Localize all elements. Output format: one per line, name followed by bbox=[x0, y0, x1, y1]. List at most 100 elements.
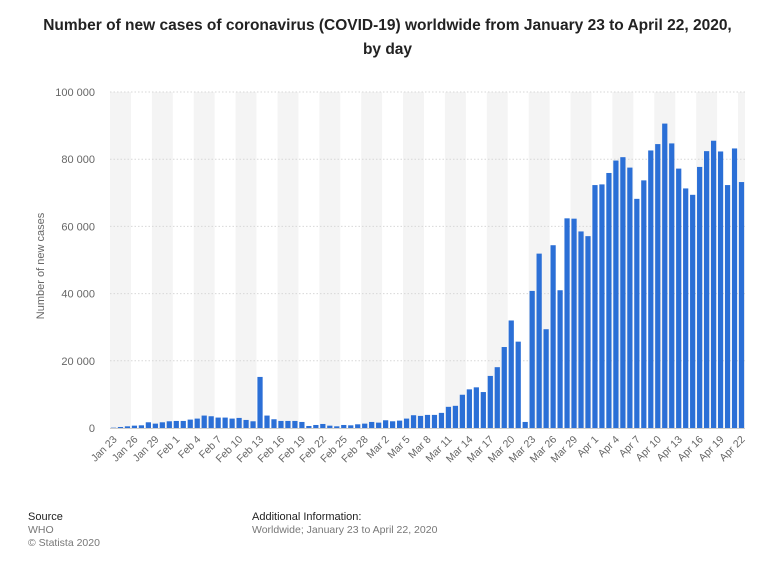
bar[interactable] bbox=[355, 424, 361, 428]
bar[interactable] bbox=[334, 426, 340, 428]
bar[interactable] bbox=[627, 167, 633, 428]
x-tick-label: Mar 2 bbox=[364, 434, 392, 462]
bar[interactable] bbox=[362, 423, 368, 428]
bar[interactable] bbox=[710, 140, 717, 428]
bar[interactable] bbox=[278, 420, 284, 428]
bar[interactable] bbox=[550, 245, 556, 428]
bar[interactable] bbox=[571, 218, 577, 428]
bar[interactable] bbox=[724, 185, 731, 428]
bar[interactable] bbox=[508, 320, 514, 428]
bar[interactable] bbox=[599, 184, 605, 428]
bar[interactable] bbox=[515, 341, 521, 428]
bar[interactable] bbox=[452, 405, 459, 428]
bar[interactable] bbox=[117, 426, 124, 428]
bar[interactable] bbox=[313, 424, 319, 428]
bar[interactable] bbox=[201, 415, 207, 428]
bar[interactable] bbox=[180, 420, 186, 428]
bar[interactable] bbox=[341, 424, 347, 428]
bar[interactable] bbox=[348, 425, 354, 428]
bar[interactable] bbox=[480, 392, 486, 428]
bar[interactable] bbox=[648, 150, 654, 428]
bar[interactable] bbox=[417, 415, 424, 428]
bar[interactable] bbox=[271, 419, 277, 428]
bar[interactable] bbox=[676, 168, 682, 429]
bar[interactable] bbox=[320, 423, 326, 428]
bar[interactable] bbox=[592, 185, 598, 428]
bar[interactable] bbox=[697, 166, 703, 428]
bar[interactable] bbox=[173, 420, 179, 428]
bar[interactable] bbox=[222, 417, 228, 428]
bar[interactable] bbox=[738, 182, 745, 428]
source-title: Source bbox=[28, 511, 63, 523]
bar[interactable] bbox=[229, 418, 235, 428]
bar[interactable] bbox=[543, 329, 549, 428]
bar[interactable] bbox=[683, 188, 689, 428]
bar[interactable] bbox=[445, 406, 452, 428]
bar[interactable] bbox=[669, 143, 675, 428]
bars bbox=[110, 123, 745, 429]
column-band bbox=[444, 92, 466, 428]
bar[interactable] bbox=[215, 417, 221, 428]
bar[interactable] bbox=[410, 415, 417, 428]
bar[interactable] bbox=[655, 144, 661, 428]
bar[interactable] bbox=[194, 418, 200, 428]
bar[interactable] bbox=[124, 426, 131, 428]
bar[interactable] bbox=[299, 421, 305, 428]
bar[interactable] bbox=[292, 420, 298, 428]
bar[interactable] bbox=[438, 412, 445, 428]
bar[interactable] bbox=[327, 425, 333, 428]
bar[interactable] bbox=[731, 148, 738, 428]
bar[interactable] bbox=[431, 414, 438, 428]
bar[interactable] bbox=[494, 367, 500, 428]
bar[interactable] bbox=[250, 421, 256, 428]
bar[interactable] bbox=[166, 421, 172, 428]
bar[interactable] bbox=[717, 151, 724, 428]
bar[interactable] bbox=[466, 389, 472, 428]
bar[interactable] bbox=[396, 420, 403, 428]
bar[interactable] bbox=[557, 290, 563, 428]
bar[interactable] bbox=[369, 421, 375, 428]
y-axis-label: Number of new cases bbox=[35, 212, 47, 319]
bar[interactable] bbox=[585, 236, 591, 428]
column-band bbox=[361, 92, 383, 428]
bar[interactable] bbox=[578, 231, 584, 428]
bar[interactable] bbox=[257, 376, 263, 428]
additional-info-block: Additional Information: Worldwide; Janua… bbox=[252, 511, 437, 537]
bar[interactable] bbox=[403, 418, 410, 428]
bar[interactable] bbox=[613, 160, 619, 429]
bar[interactable] bbox=[459, 394, 465, 428]
bar[interactable] bbox=[285, 420, 291, 428]
bar[interactable] bbox=[383, 420, 389, 428]
bar[interactable] bbox=[424, 414, 431, 428]
bar[interactable] bbox=[152, 423, 158, 428]
bar[interactable] bbox=[641, 180, 647, 428]
chart-title: Number of new cases of coronavirus (COVI… bbox=[43, 17, 732, 58]
bar[interactable] bbox=[389, 421, 396, 428]
bar[interactable] bbox=[536, 253, 542, 428]
bar[interactable] bbox=[501, 347, 507, 428]
bar[interactable] bbox=[159, 422, 165, 428]
bar[interactable] bbox=[473, 387, 479, 428]
bar[interactable] bbox=[529, 290, 535, 428]
bar[interactable] bbox=[243, 419, 249, 428]
bar[interactable] bbox=[138, 425, 145, 428]
bar[interactable] bbox=[487, 375, 493, 428]
bar[interactable] bbox=[606, 172, 612, 428]
bar[interactable] bbox=[704, 151, 710, 428]
bar[interactable] bbox=[662, 123, 668, 428]
bar[interactable] bbox=[376, 422, 382, 428]
bar[interactable] bbox=[187, 419, 193, 428]
bar[interactable] bbox=[634, 198, 640, 428]
bar[interactable] bbox=[564, 218, 570, 428]
bar[interactable] bbox=[690, 194, 696, 428]
bar[interactable] bbox=[145, 422, 151, 428]
bar[interactable] bbox=[236, 417, 242, 428]
y-axis-ticks: 0 20 000 40 000 60 000 80 000 100 000 bbox=[55, 87, 95, 435]
bar[interactable] bbox=[306, 425, 312, 428]
bar[interactable] bbox=[131, 425, 138, 428]
bar[interactable] bbox=[208, 416, 214, 428]
bar[interactable] bbox=[264, 415, 270, 428]
bar[interactable] bbox=[620, 157, 626, 428]
y-tick-label: 60 000 bbox=[61, 221, 95, 233]
bar[interactable] bbox=[522, 421, 528, 428]
